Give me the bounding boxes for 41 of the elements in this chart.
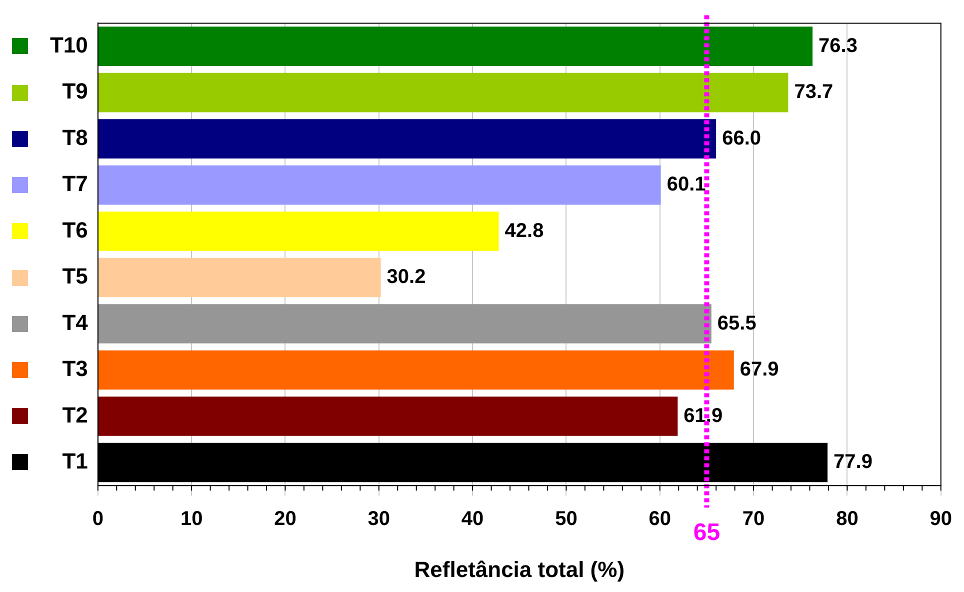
x-tick-label: 60 — [648, 508, 672, 530]
y-tick-label: T6 — [62, 217, 88, 242]
y-tick-label: T5 — [62, 264, 88, 289]
x-tick-label: 30 — [368, 508, 390, 530]
bar — [98, 350, 734, 390]
y-tick-label: T7 — [62, 171, 88, 196]
x-tick-label: 10 — [180, 508, 203, 530]
bar — [98, 165, 661, 205]
x-tick-label: 20 — [274, 508, 296, 530]
bar — [98, 26, 813, 66]
data-label: 61.9 — [684, 404, 723, 427]
bar — [98, 72, 788, 112]
data-label: 73.7 — [794, 81, 834, 104]
bar — [98, 119, 716, 158]
data-label: 76.3 — [818, 34, 858, 57]
ref-line-label: 65 — [693, 519, 720, 546]
y-tick-label: T2 — [62, 402, 88, 428]
x-tick-label: 40 — [461, 508, 484, 530]
data-label: 77.9 — [834, 450, 872, 473]
data-label: 65.5 — [717, 312, 756, 334]
y-tick-label: T9 — [62, 78, 88, 104]
data-label: 67.9 — [740, 358, 779, 381]
y-tick-label: T1 — [62, 448, 88, 474]
bar — [98, 304, 712, 344]
x-tick-label: 90 — [930, 508, 952, 530]
data-label: 30.2 — [386, 266, 426, 288]
x-tick-label: 80 — [836, 508, 858, 530]
data-label: 60.1 — [666, 174, 706, 196]
x-axis-title: Refletância total (%) — [414, 556, 625, 582]
bar — [98, 396, 678, 436]
data-label: 66.0 — [722, 127, 762, 150]
data-label: 42.8 — [504, 220, 544, 242]
x-tick-label: 70 — [742, 508, 765, 530]
y-tick-label: T3 — [62, 356, 88, 382]
y-tick-label: T8 — [62, 124, 88, 150]
x-tick-label: 0 — [92, 508, 104, 530]
bar — [98, 258, 381, 298]
y-tick-label: T10 — [50, 32, 88, 58]
x-tick-label: 50 — [555, 508, 578, 530]
bar — [98, 212, 499, 251]
y-tick-label: T4 — [62, 310, 89, 335]
